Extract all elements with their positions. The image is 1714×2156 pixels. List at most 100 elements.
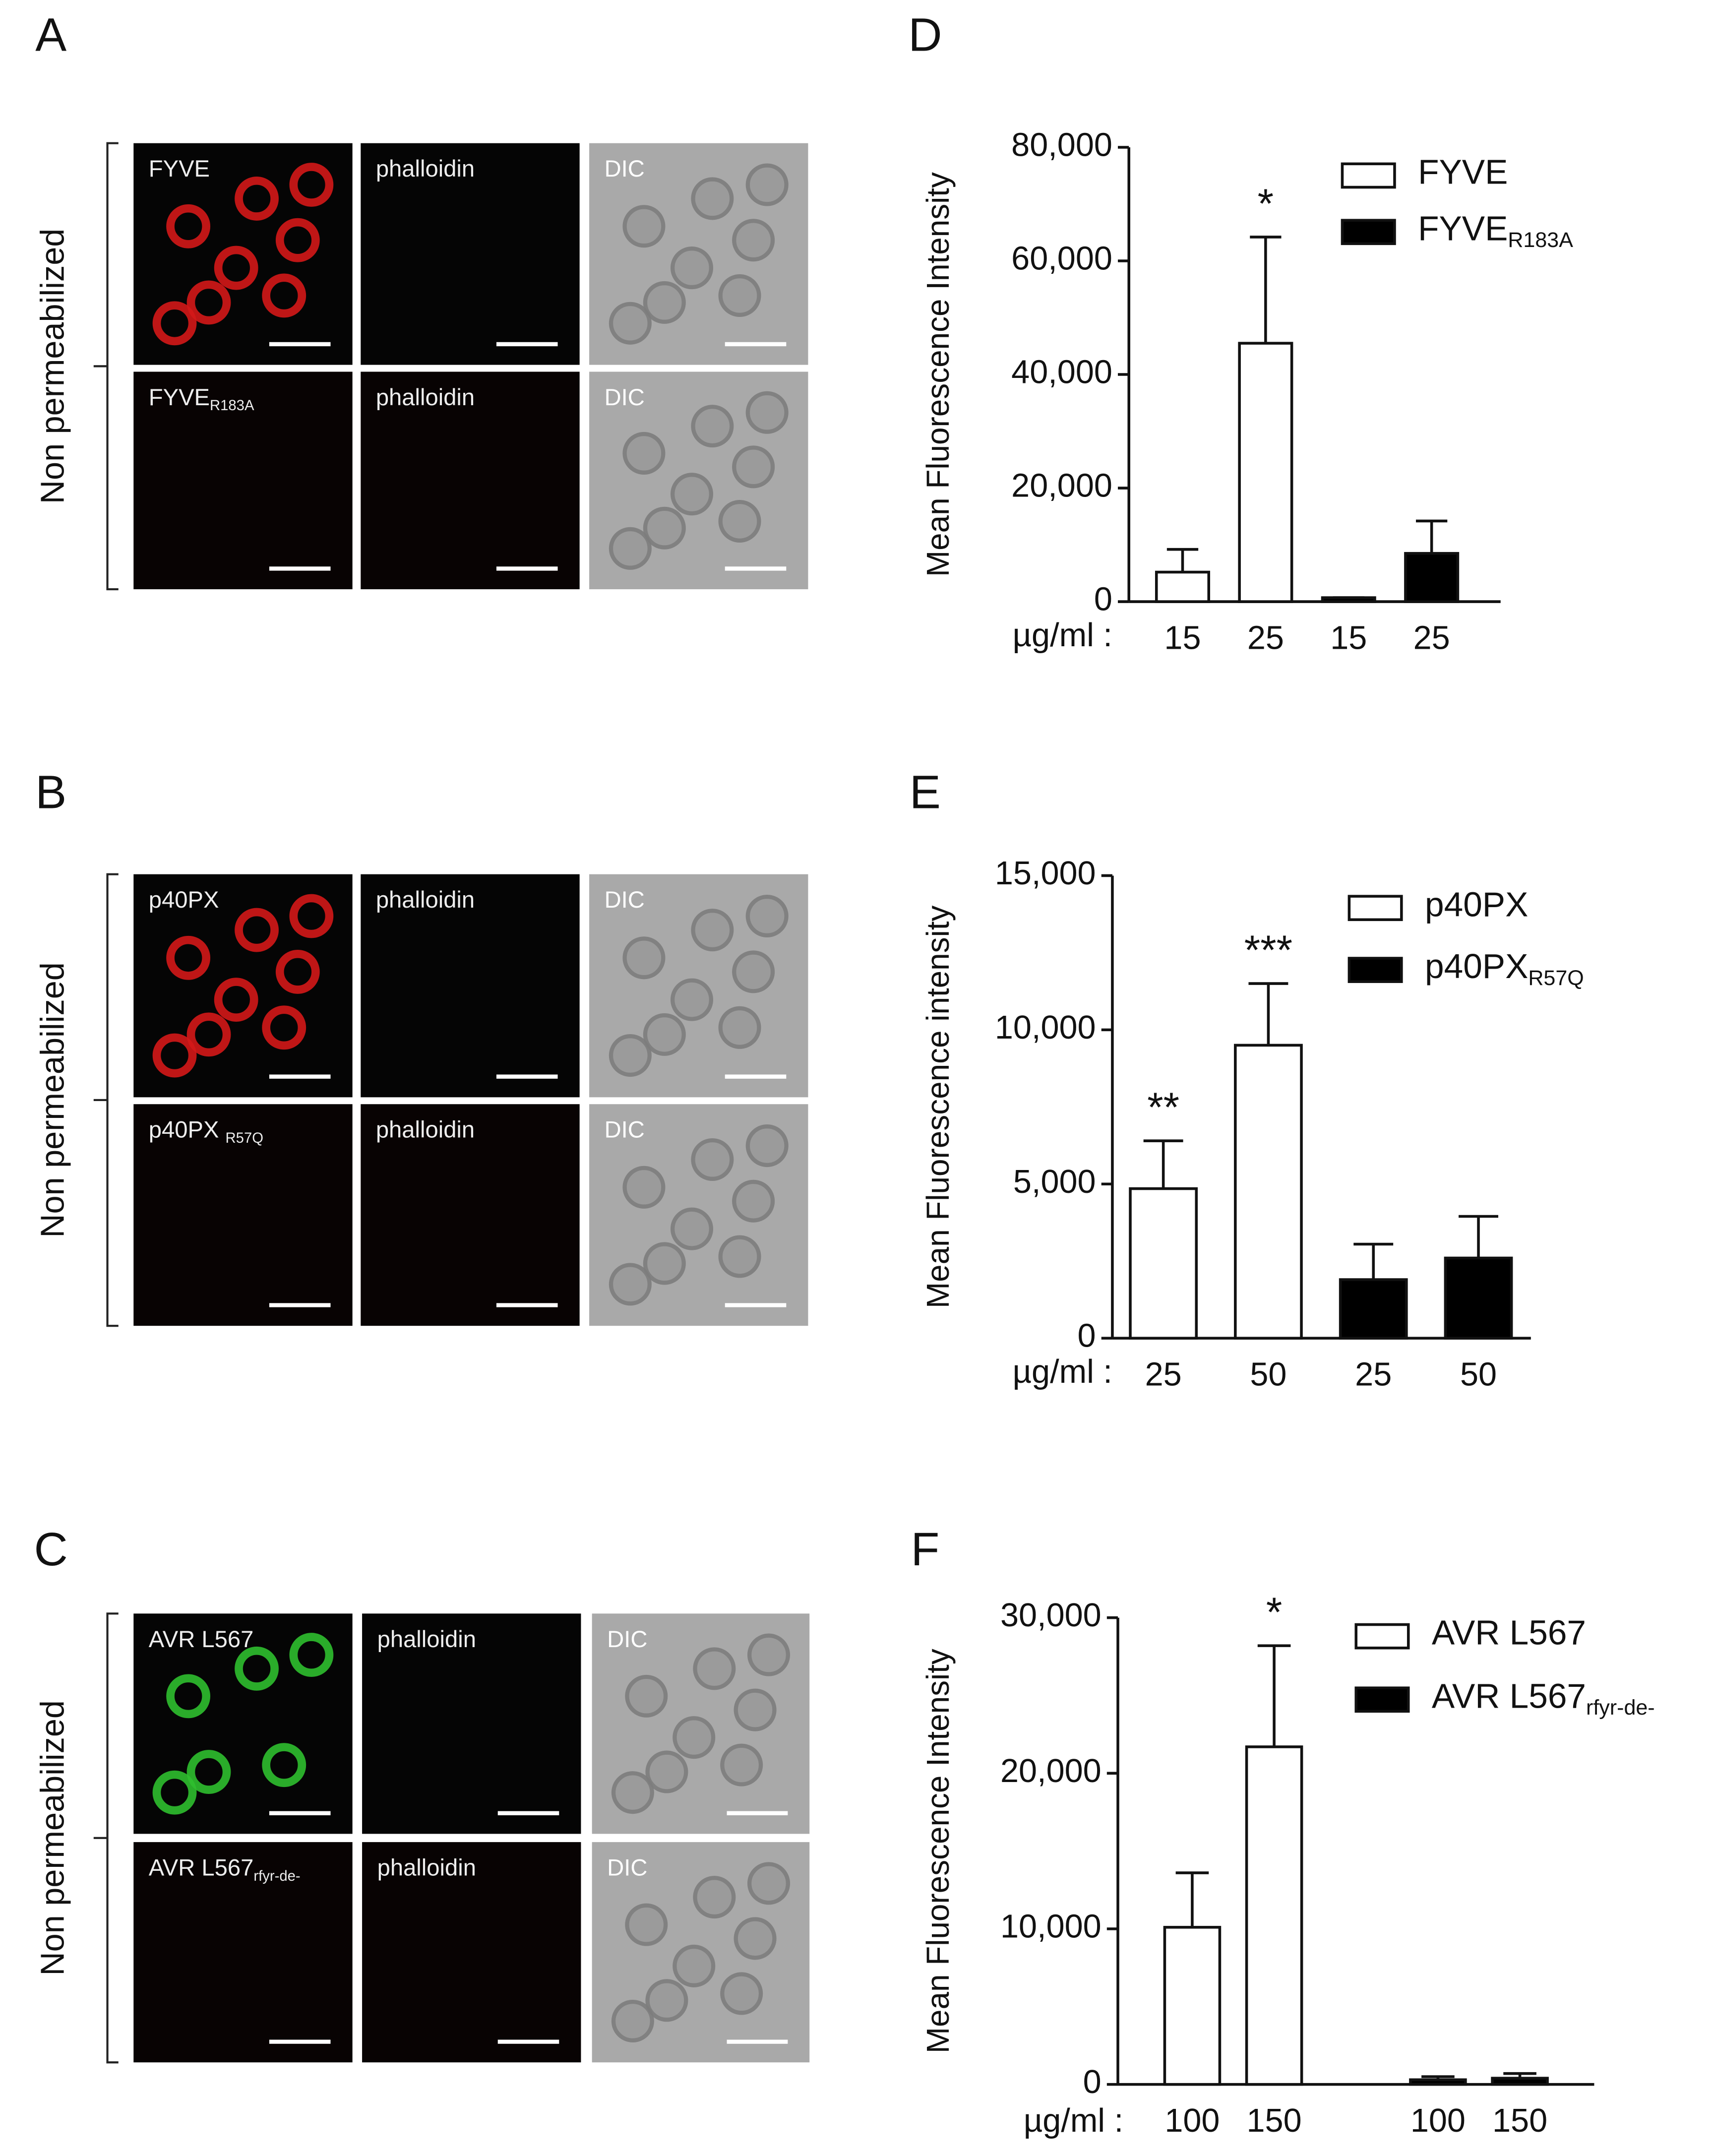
cell bbox=[670, 978, 714, 1021]
y-tick-label: 0 bbox=[1078, 1318, 1096, 1355]
micrograph-label-main: FYVE bbox=[149, 384, 210, 410]
error-bar bbox=[1459, 1215, 1498, 1258]
micrograph-label-main: phalloidin bbox=[376, 156, 475, 182]
significance: ** bbox=[1147, 1084, 1179, 1130]
bar bbox=[1238, 342, 1293, 603]
cell bbox=[625, 1674, 668, 1718]
cell bbox=[609, 1263, 652, 1306]
significance: *** bbox=[1244, 927, 1292, 973]
legend-label-sub: rfyr-de- bbox=[1586, 1696, 1655, 1720]
cell bbox=[693, 1876, 736, 1919]
cell bbox=[691, 909, 734, 952]
legend-swatch bbox=[1354, 1686, 1410, 1713]
cell bbox=[186, 1750, 231, 1794]
micrograph-label: DIC bbox=[605, 156, 645, 182]
cell bbox=[289, 163, 334, 207]
legend-label-main: AVR L567 bbox=[1432, 1613, 1586, 1652]
legend-label: FYVE bbox=[1418, 153, 1508, 191]
x-axis-label: µg/ml : bbox=[1013, 617, 1112, 654]
cell bbox=[186, 280, 231, 325]
bar bbox=[1155, 570, 1211, 603]
micrograph-label: FYVER183A bbox=[149, 384, 254, 413]
x-tick-label: 150 bbox=[1492, 2102, 1547, 2139]
cell bbox=[622, 205, 666, 248]
cell bbox=[152, 1770, 197, 1815]
legend-label-sub: R183A bbox=[1508, 229, 1573, 252]
cell bbox=[262, 1743, 306, 1787]
cell bbox=[214, 246, 258, 290]
bar bbox=[1339, 1278, 1408, 1340]
cell bbox=[622, 431, 666, 475]
cell bbox=[152, 1033, 197, 1078]
cell bbox=[609, 302, 652, 345]
error-bar bbox=[1175, 1871, 1209, 1927]
side-label: Non permeabilized bbox=[35, 1700, 71, 1975]
cell bbox=[622, 936, 666, 980]
panel-letter: E bbox=[910, 766, 941, 818]
cell bbox=[643, 281, 686, 324]
side-label: Non permeabilized bbox=[35, 962, 71, 1237]
cell bbox=[166, 1674, 211, 1719]
cell bbox=[718, 1006, 761, 1049]
cell bbox=[275, 218, 320, 262]
y-tick-label: 60,000 bbox=[1011, 241, 1112, 277]
panel-letter: B bbox=[35, 766, 66, 818]
x-tick-label: 25 bbox=[1145, 1356, 1182, 1393]
y-tick-label: 40,000 bbox=[1011, 354, 1112, 391]
legend-label-main: p40PX bbox=[1425, 947, 1528, 986]
cell bbox=[732, 1179, 775, 1223]
cell bbox=[691, 405, 734, 448]
bar bbox=[1444, 1256, 1513, 1340]
cell bbox=[693, 1647, 736, 1690]
x-tick-label: 25 bbox=[1247, 619, 1284, 656]
bracket bbox=[93, 873, 119, 1327]
cell bbox=[673, 1716, 716, 1759]
x-tick-label: 50 bbox=[1250, 1356, 1286, 1393]
error-bar bbox=[1250, 236, 1282, 344]
cell bbox=[734, 1917, 777, 1960]
micrograph-label: phalloidin bbox=[377, 1626, 476, 1652]
cell bbox=[732, 950, 775, 993]
error-bar bbox=[1143, 1139, 1183, 1189]
legend-label: AVR L567rfyr-de- bbox=[1432, 1677, 1655, 1720]
x-tick-label: 100 bbox=[1410, 2102, 1466, 2139]
cell bbox=[670, 246, 714, 290]
cell bbox=[673, 1944, 716, 1987]
y-tick-label: 20,000 bbox=[1011, 468, 1112, 504]
significance: * bbox=[1258, 181, 1274, 227]
micrograph bbox=[362, 1842, 581, 2063]
cell bbox=[670, 1207, 714, 1250]
micrograph-label-main: phalloidin bbox=[376, 887, 475, 913]
micrograph-label-main: phalloidin bbox=[377, 1854, 476, 1881]
micrograph-label-main: DIC bbox=[607, 1854, 647, 1881]
cell bbox=[643, 1013, 686, 1056]
micrograph-label-main: DIC bbox=[605, 156, 645, 182]
micrograph bbox=[361, 874, 580, 1098]
cell bbox=[611, 1999, 654, 2042]
cell bbox=[670, 473, 714, 516]
cell bbox=[734, 1688, 777, 1731]
error-bar bbox=[1353, 1242, 1394, 1280]
cell bbox=[611, 1771, 654, 1814]
legend-label-main: FYVE bbox=[1418, 153, 1508, 191]
cell bbox=[732, 219, 775, 262]
micrograph-label: DIC bbox=[605, 887, 645, 913]
micrograph-label-main: phalloidin bbox=[376, 1116, 475, 1143]
cell bbox=[166, 204, 211, 248]
legend-label: FYVER183A bbox=[1418, 209, 1573, 252]
cell bbox=[645, 1750, 688, 1793]
panel-letter: A bbox=[35, 9, 66, 61]
micrograph-label-main: p40PX bbox=[149, 1116, 226, 1143]
y-tick-label: 80,000 bbox=[1011, 127, 1112, 164]
legend-swatch bbox=[1347, 895, 1403, 922]
cell bbox=[152, 301, 197, 346]
cell bbox=[609, 527, 652, 570]
cell bbox=[643, 1242, 686, 1285]
legend-swatch bbox=[1341, 219, 1396, 246]
micrograph-label: DIC bbox=[607, 1854, 647, 1881]
x-tick-label: 100 bbox=[1164, 2102, 1220, 2139]
x-tick-label: 25 bbox=[1355, 1356, 1392, 1393]
micrograph-label-main: FYVE bbox=[149, 156, 210, 182]
cell bbox=[745, 1124, 789, 1168]
significance: * bbox=[1266, 1589, 1282, 1635]
